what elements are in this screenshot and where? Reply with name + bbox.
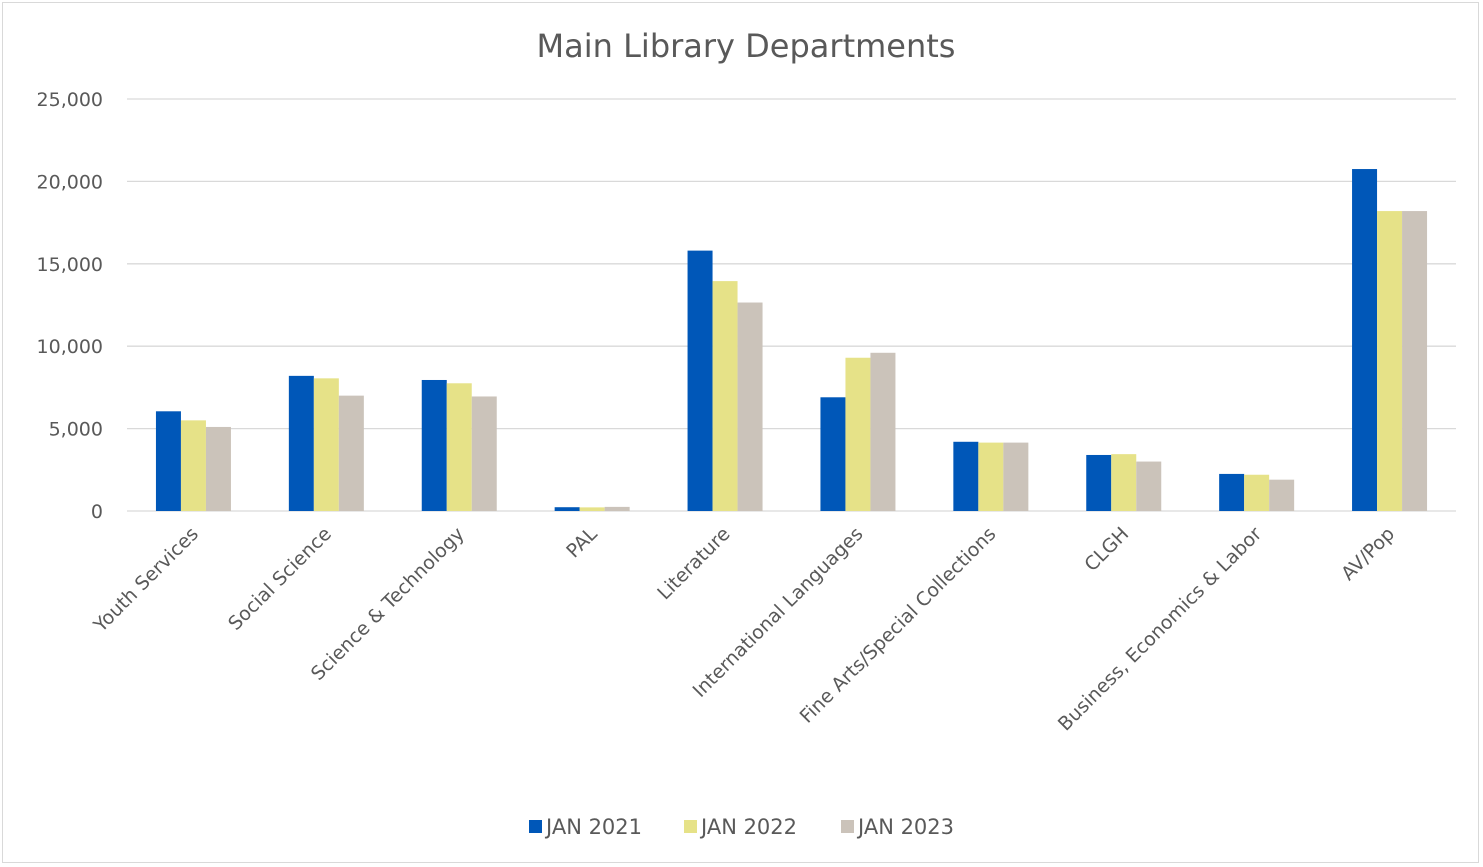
bar-jan-2023-2: [471, 396, 497, 511]
x-category-label: Literature: [653, 523, 734, 604]
legend-label: JAN 2023: [856, 815, 954, 839]
y-tick-label: 0: [91, 501, 103, 523]
bar-jan-2023-3: [604, 506, 630, 511]
y-axis-tick-labels: 0 5,000 10,000 15,000 20,000 25,000: [37, 89, 103, 523]
bars: [155, 169, 1428, 512]
bar-jan-2023-4: [737, 302, 763, 511]
x-category-label: PAL: [562, 523, 602, 563]
x-category-label: Youth Services: [89, 523, 203, 637]
legend-label: JAN 2021: [544, 815, 642, 839]
bar-jan-2022-6: [978, 442, 1004, 511]
legend-item: JAN 2021: [529, 815, 642, 839]
bar-jan-2023-9: [1402, 211, 1428, 511]
bar-jan-2022-5: [845, 357, 871, 511]
legend-item: JAN 2022: [684, 815, 797, 839]
bar-jan-2021-4: [687, 250, 713, 511]
y-tick-label: 25,000: [37, 89, 103, 111]
bar-jan-2022-2: [446, 383, 472, 511]
legend-swatch: [841, 820, 854, 833]
bar-jan-2022-0: [180, 420, 206, 511]
bar-jan-2023-8: [1269, 479, 1295, 511]
bar-jan-2021-9: [1352, 169, 1378, 512]
legend: JAN 2021 JAN 2022 JAN 2023: [529, 815, 954, 839]
bar-jan-2022-8: [1244, 474, 1270, 511]
bar-jan-2023-6: [1003, 442, 1029, 511]
bar-jan-2021-5: [820, 397, 846, 511]
bar-jan-2022-4: [712, 281, 738, 511]
bar-jan-2021-1: [288, 375, 314, 511]
bar-jan-2023-5: [870, 352, 896, 511]
bar-jan-2023-0: [205, 426, 231, 511]
x-category-label: Social Science: [224, 523, 336, 635]
bar-jan-2023-7: [1136, 461, 1162, 511]
bar-jan-2022-9: [1377, 211, 1403, 511]
bar-jan-2021-2: [421, 379, 447, 511]
y-tick-label: 20,000: [37, 171, 103, 193]
x-category-label: Science & Technology: [307, 523, 469, 685]
y-tick-label: 15,000: [37, 254, 103, 276]
legend-label: JAN 2022: [699, 815, 797, 839]
bar-jan-2023-1: [338, 395, 364, 511]
bar-jan-2022-1: [313, 378, 339, 511]
bar-jan-2021-8: [1219, 473, 1245, 511]
x-category-label: CLGH: [1080, 523, 1133, 576]
bar-jan-2021-3: [554, 507, 580, 511]
chart-title: Main Library Departments: [537, 27, 956, 65]
legend-item: JAN 2023: [841, 815, 954, 839]
y-tick-label: 10,000: [37, 336, 103, 358]
bar-jan-2022-3: [579, 507, 605, 511]
legend-swatch: [529, 820, 542, 833]
chart: Main Library Departments 0 5,000 10,000 15,…: [37, 27, 1456, 839]
bar-jan-2021-7: [1086, 454, 1112, 511]
bar-jan-2022-7: [1111, 454, 1137, 511]
legend-swatch: [684, 820, 697, 833]
bar-jan-2021-6: [953, 441, 979, 511]
y-tick-label: 5,000: [49, 419, 103, 441]
x-category-label: AV/Pop: [1337, 523, 1399, 585]
bar-jan-2021-0: [155, 411, 181, 511]
